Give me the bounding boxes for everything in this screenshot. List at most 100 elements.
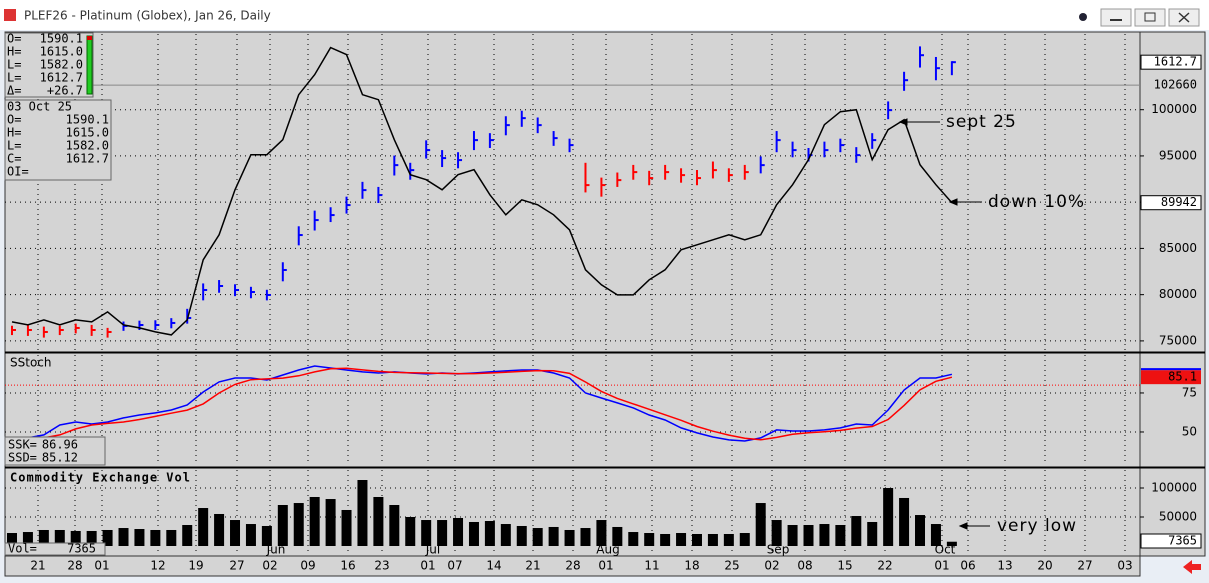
date-label: 01 — [934, 559, 949, 573]
stoch-info-value: 86.96 — [42, 438, 78, 452]
date-label: 03 — [1117, 559, 1132, 573]
annotation-arrow — [898, 118, 940, 126]
date-label: 21 — [525, 559, 540, 573]
annotation: sept 25 — [946, 112, 1017, 132]
volume-bar — [277, 504, 288, 546]
volume-bar — [389, 504, 400, 546]
volume-bar — [580, 528, 591, 546]
stoch-info-name: SSK= — [8, 438, 37, 452]
date-label: 02 — [764, 559, 779, 573]
date-label: 01 — [598, 559, 613, 573]
y-tick-label: 95000 — [1159, 148, 1197, 162]
annotation: down 10% — [988, 192, 1085, 212]
volume-bar — [118, 528, 129, 546]
volume-bar — [787, 525, 798, 546]
window-title: PLEF26 - Platinum (Globex), Jan 26, Dail… — [24, 9, 271, 23]
maximize-button[interactable] — [1134, 8, 1166, 27]
last-volume-label: 7365 — [1168, 534, 1197, 548]
volume-bar — [516, 525, 527, 546]
minimize-button[interactable] — [1100, 8, 1132, 27]
vol-info-name: Vol= — [8, 542, 37, 556]
date-label: 28 — [565, 559, 580, 573]
volume-bar — [405, 517, 416, 546]
last-price-label: 1612.7 — [1154, 55, 1197, 69]
annotation-arrow — [948, 198, 982, 206]
volume-bar — [819, 524, 830, 546]
volume-bar — [309, 496, 320, 546]
date-label: 12 — [150, 559, 165, 573]
vol-info-box — [4, 542, 106, 556]
volume-bar — [484, 521, 495, 546]
bar-info-label: H= — [7, 126, 21, 140]
y-tick-label: 50000 — [1159, 510, 1197, 524]
date-label: 15 — [837, 559, 852, 573]
volume-bar — [803, 525, 814, 546]
scroll-arrow[interactable] — [1183, 560, 1201, 574]
info-box — [4, 32, 94, 98]
volume-bar — [691, 533, 702, 546]
volume-bar — [325, 499, 336, 546]
volume-bar — [867, 521, 878, 546]
volume-bar — [70, 530, 81, 546]
panel-title: Commodity Exchange Vol — [10, 471, 191, 485]
last-volume-label-box — [1140, 533, 1202, 549]
date-label: 14 — [486, 559, 501, 573]
last-stoch-label: 85.1 — [1168, 370, 1197, 384]
date-axis — [4, 555, 1141, 577]
stoch-line — [12, 367, 953, 441]
volume-bar — [612, 526, 623, 546]
close-glyph — [1178, 12, 1190, 23]
last-line-label-box — [1140, 195, 1202, 211]
date-label: 08 — [797, 559, 812, 573]
date-label: 21 — [30, 559, 45, 573]
date-label: 16 — [340, 559, 355, 573]
volume-bar — [373, 496, 384, 546]
volume-bar — [245, 524, 256, 546]
volume-bar — [182, 525, 193, 546]
info-label: Δ= — [7, 84, 21, 98]
info-label: O= — [7, 32, 21, 46]
bar-info-label: C= — [7, 152, 21, 166]
date-label: 01 — [420, 559, 435, 573]
volume-bar — [707, 533, 718, 546]
info-label: L= — [7, 71, 21, 85]
volume-bar — [102, 529, 113, 546]
range-indicator — [86, 35, 93, 95]
volume-bar — [915, 515, 926, 546]
volume-bar — [596, 520, 607, 546]
volume-bar — [883, 488, 894, 546]
info-label: L= — [7, 58, 21, 72]
volume-bar — [851, 516, 862, 546]
stoch-info-value: 85.12 — [42, 451, 78, 465]
date-label: 02 — [262, 559, 277, 573]
stoch-line — [12, 365, 953, 442]
y-tick-label: 75000 — [1159, 333, 1197, 347]
link-button[interactable] — [1079, 13, 1087, 21]
volume-bar — [946, 541, 957, 546]
volume-bar — [468, 521, 479, 546]
info-value: 1612.7 — [40, 71, 83, 85]
volume-bar — [660, 533, 671, 546]
volume-bar — [453, 517, 464, 546]
volume-bar — [676, 533, 687, 546]
bar-info-value: 1582.0 — [66, 139, 109, 153]
date-label: 23 — [374, 559, 389, 573]
volume-bar — [38, 529, 49, 546]
volume-bar — [548, 526, 559, 546]
y-tick-label: 80000 — [1159, 287, 1197, 301]
comparison-line — [11, 46, 953, 336]
info-label: H= — [7, 45, 21, 59]
bar-info-value: 1590.1 — [66, 113, 109, 127]
volume-bar — [899, 497, 910, 546]
range-indicator-top — [87, 36, 92, 40]
info-value: 1582.0 — [40, 58, 83, 72]
date-label: 13 — [997, 559, 1012, 573]
volume-bar — [644, 533, 655, 546]
title-bar — [0, 0, 1209, 30]
last-price-label-box — [1140, 54, 1202, 70]
volume-bar — [835, 525, 846, 546]
volume-bar — [230, 520, 241, 546]
volume-bar — [564, 529, 575, 546]
